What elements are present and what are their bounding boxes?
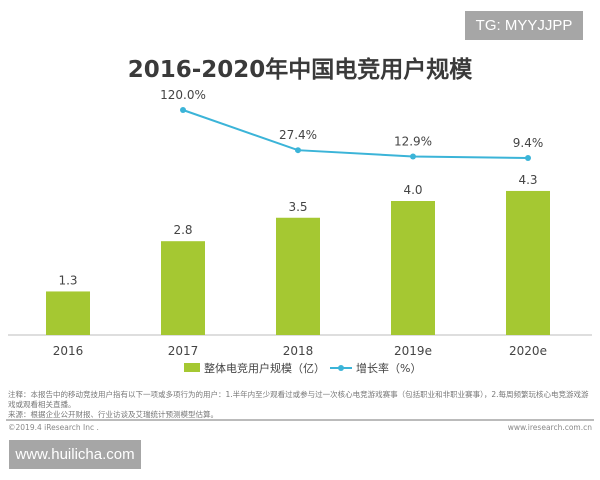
divider (6, 419, 594, 421)
bar-label-2020e: 4.3 (518, 173, 537, 187)
legend-line-marker (338, 365, 344, 371)
bar-2017 (161, 241, 205, 335)
x-tick-2019e: 2019e (394, 344, 432, 358)
note-text: 注释：本报告中的移动竞技用户指有以下一项或多项行为的用户：1.半年内至少观看过或… (8, 390, 589, 409)
chart-title: 2016-2020年中国电竞用户规模 (127, 57, 473, 83)
copyright: ©2019.4 iResearch Inc . (8, 423, 99, 432)
bar-2019e (391, 201, 435, 335)
bar-label-2016: 1.3 (58, 273, 77, 287)
chart-notes: 注释：本报告中的移动竞技用户指有以下一项或多项行为的用户：1.半年内至少观看过或… (8, 390, 593, 420)
bar-2018 (276, 217, 320, 335)
legend-bar-swatch (184, 363, 200, 372)
growth-label-2017: 120.0% (160, 88, 206, 102)
chart: 1.3 2016 2.8 2017 3.5 2018 4.0 2019e 4.3 2020e 120… (8, 88, 592, 375)
growth-point-2020e (525, 155, 531, 161)
x-tick-2016: 2016 (53, 344, 84, 358)
growth-point-2017 (180, 106, 186, 113)
growth-line (182, 109, 529, 159)
watermark-bottom: www.huilicha.com (9, 440, 141, 469)
growth-label-2020e: 9.4% (513, 136, 544, 150)
bar-label-2018: 3.5 (288, 200, 307, 214)
bar-2016 (46, 291, 90, 335)
x-tick-2017: 2017 (168, 344, 199, 358)
source-text: 来源：根据企业公开财报、行业访谈及艾瑞统计预测模型估算。 (8, 410, 218, 419)
growth-label-2019e: 12.9% (394, 134, 432, 148)
bar-label-2019e: 4.0 (403, 183, 422, 197)
bar-label-2017: 2.8 (173, 223, 192, 237)
legend-line-label: 增长率（%） (356, 361, 421, 375)
site-url: www.iresearch.com.cn (507, 423, 592, 432)
growth-point-2018 (295, 147, 301, 154)
legend-bar-label: 整体电竞用户规模（亿） (204, 361, 325, 375)
x-tick-2020e: 2020e (509, 344, 547, 358)
bar-2020e (506, 190, 550, 335)
growth-point-2019e (410, 153, 416, 160)
growth-label-2018: 27.4% (279, 128, 317, 142)
watermark-top: TG: MYYJJPP (465, 11, 583, 40)
x-tick-2018: 2018 (283, 344, 314, 358)
